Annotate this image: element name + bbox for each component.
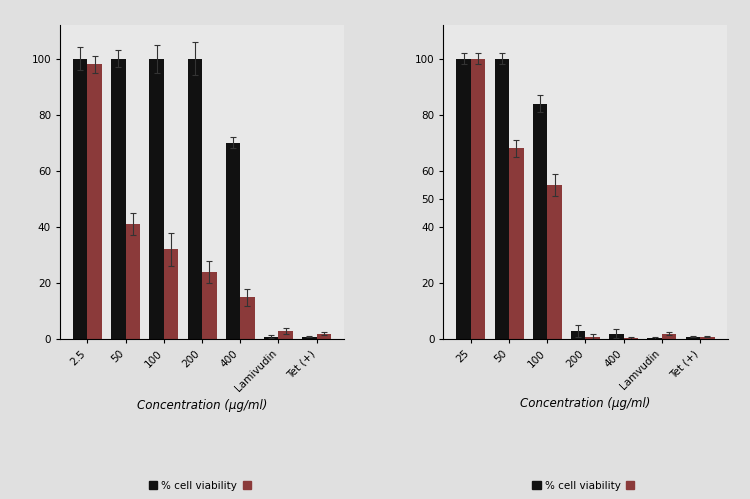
Bar xyxy=(164,250,178,339)
X-axis label: Concentration (μg/ml): Concentration (μg/ml) xyxy=(520,397,651,410)
Bar xyxy=(471,59,485,339)
Bar xyxy=(548,185,562,339)
Bar xyxy=(125,224,140,339)
Bar xyxy=(686,336,700,339)
Bar xyxy=(73,59,88,339)
Bar xyxy=(456,59,471,339)
Bar xyxy=(264,336,278,339)
Bar xyxy=(240,297,255,339)
Bar xyxy=(509,149,524,339)
Legend: % cell viability, : % cell viability, xyxy=(528,477,643,495)
Bar xyxy=(226,143,240,339)
Bar xyxy=(624,338,638,339)
Bar xyxy=(586,336,600,339)
Bar xyxy=(302,336,316,339)
Bar xyxy=(149,59,164,339)
Bar xyxy=(700,336,715,339)
Bar xyxy=(278,331,293,339)
Bar xyxy=(609,334,624,339)
Bar xyxy=(188,59,202,339)
Bar xyxy=(88,64,102,339)
Bar xyxy=(494,59,509,339)
Bar xyxy=(662,334,676,339)
Bar xyxy=(532,104,548,339)
X-axis label: Concentration (μg/ml): Concentration (μg/ml) xyxy=(136,399,267,412)
Bar xyxy=(316,334,332,339)
Bar xyxy=(647,338,662,339)
Bar xyxy=(202,272,217,339)
Legend: % cell viability, : % cell viability, xyxy=(145,477,260,495)
Bar xyxy=(571,331,586,339)
Bar xyxy=(111,59,125,339)
